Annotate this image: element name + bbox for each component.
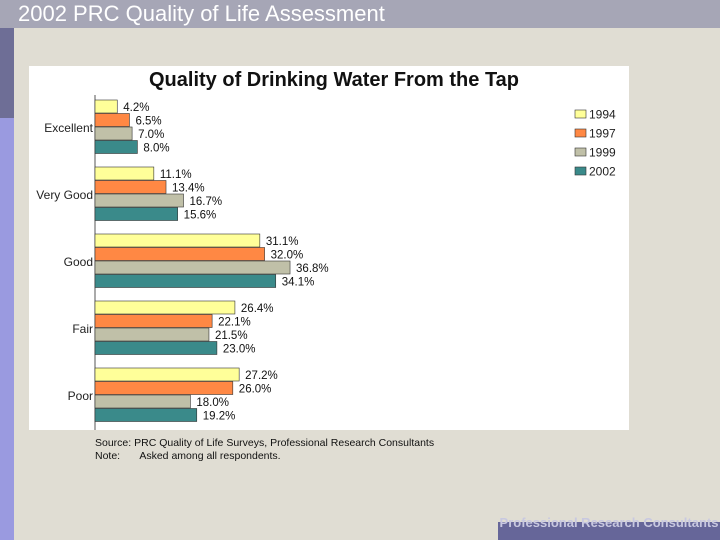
footer-bar bbox=[498, 522, 720, 540]
data-label-excellent-2002: 8.0% bbox=[143, 143, 169, 155]
chart-card: Excellent 4.2% 6.5% 7.0% 8.0% Very Good 11.1% 1… bbox=[29, 66, 629, 430]
data-label-excellent-1999: 7.0% bbox=[138, 129, 164, 141]
bar-good-2002 bbox=[94, 274, 277, 288]
bar-very-good-2002 bbox=[94, 207, 178, 221]
source-label: Source: bbox=[95, 437, 132, 449]
note-label: Note: bbox=[95, 450, 121, 462]
legend-swatch-2002 bbox=[574, 166, 587, 176]
note-text: Asked among all respondents. bbox=[139, 450, 281, 462]
data-label-poor-2002: 19.2% bbox=[203, 411, 236, 423]
data-label-poor-1994: 27.2% bbox=[245, 370, 278, 382]
source-text: PRC Quality of Life Surveys, Professiona… bbox=[134, 437, 435, 449]
data-label-good-1999: 36.8% bbox=[296, 263, 329, 275]
data-label-good-1994: 31.1% bbox=[266, 236, 299, 248]
data-label-very-good-2002: 15.6% bbox=[184, 210, 217, 222]
category-label-excellent: Excellent bbox=[44, 121, 93, 135]
bar-very-good-1999 bbox=[94, 193, 184, 208]
bar-fair-1997 bbox=[94, 314, 213, 328]
category-label-very-good: Very Good bbox=[36, 188, 93, 202]
category-label-poor: Poor bbox=[68, 389, 93, 403]
bar-poor-2002 bbox=[94, 408, 198, 422]
data-label-very-good-1994: 11.1% bbox=[160, 169, 192, 181]
legend-label-2002: 2002 bbox=[589, 165, 616, 179]
bar-good-1999 bbox=[94, 260, 291, 275]
data-label-fair-1997: 22.1% bbox=[218, 317, 251, 329]
data-label-good-2002: 34.1% bbox=[282, 277, 315, 289]
data-label-fair-1994: 26.4% bbox=[241, 303, 274, 315]
bar-chart: Excellent 4.2% 6.5%7.0% 8.0% Very Good 11.1% 1… bbox=[36, 95, 616, 430]
bar-fair-1999 bbox=[94, 327, 210, 342]
legend-swatch-1994 bbox=[574, 109, 587, 119]
bar-excellent-1997 bbox=[94, 113, 130, 127]
bar-excellent-1999 bbox=[94, 126, 133, 141]
legend-swatch-1999 bbox=[574, 147, 587, 157]
category-label-fair: Fair bbox=[72, 322, 93, 336]
left-rail bbox=[0, 28, 14, 540]
legend-label-1999: 1999 bbox=[589, 146, 616, 160]
legend-swatch-1997 bbox=[574, 128, 587, 138]
data-label-very-good-1999: 16.7% bbox=[190, 196, 223, 208]
data-label-excellent-1994: 4.2% bbox=[123, 102, 149, 114]
bar-good-1997 bbox=[94, 247, 265, 261]
data-label-very-good-1997: 13.4% bbox=[172, 183, 205, 195]
legend-label-1997: 1997 bbox=[589, 127, 616, 141]
chart-notes: Source: PRC Quality of Life Surveys, Pro… bbox=[95, 437, 434, 463]
footer-text: Professional Research Consultants bbox=[499, 515, 719, 530]
bar-good-1994 bbox=[94, 233, 261, 248]
chart-title: Quality of Drinking Water From the Tap bbox=[149, 69, 520, 91]
bar-excellent-2002 bbox=[94, 140, 138, 154]
legend-label-1994: 1994 bbox=[589, 108, 616, 122]
data-label-fair-2002: 23.0% bbox=[223, 344, 256, 356]
bar-fair-2002 bbox=[94, 341, 218, 355]
bar-very-good-1997 bbox=[94, 180, 167, 194]
slide-title: 2002 PRC Quality of Life Assessment bbox=[18, 1, 385, 26]
data-label-poor-1999: 18.0% bbox=[196, 397, 229, 409]
title-bar bbox=[0, 0, 720, 28]
footer-clip: Professional Research Consultants bbox=[498, 515, 720, 540]
data-label-good-1997: 32.0% bbox=[271, 250, 304, 262]
source-line: Source: PRC Quality of Life Surveys, Pro… bbox=[95, 437, 434, 450]
note-line: Note: Asked among all respondents. bbox=[95, 450, 434, 463]
bar-poor-1997 bbox=[94, 381, 234, 395]
data-label-excellent-1997: 6.5% bbox=[135, 116, 161, 128]
bar-excellent-1994 bbox=[94, 99, 118, 114]
data-label-poor-1997: 26.0% bbox=[239, 384, 272, 396]
bar-very-good-1994 bbox=[94, 166, 155, 181]
bar-poor-1999 bbox=[94, 394, 191, 409]
data-label-fair-1999: 21.5% bbox=[215, 330, 248, 342]
bar-fair-1994 bbox=[94, 300, 236, 315]
bar-poor-1994 bbox=[94, 367, 240, 382]
category-label-good: Good bbox=[64, 255, 93, 269]
